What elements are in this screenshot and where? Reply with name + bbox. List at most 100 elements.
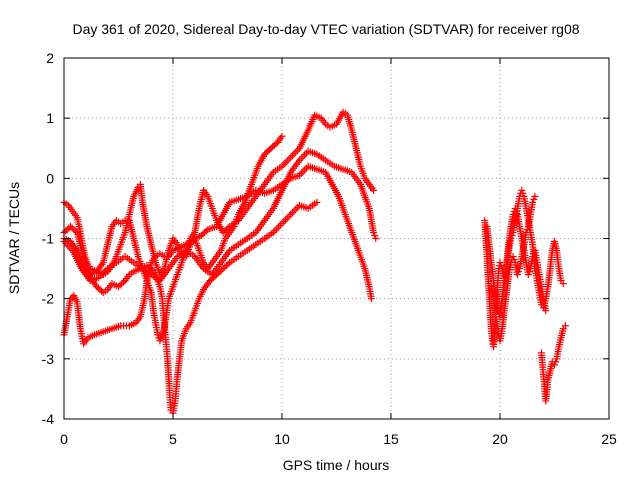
data-point xyxy=(530,195,538,203)
x-tick-label: 25 xyxy=(601,431,617,447)
data-point xyxy=(297,154,305,162)
series-track-7 xyxy=(483,204,550,321)
data-point xyxy=(197,231,205,239)
data-point xyxy=(288,151,296,159)
data-point xyxy=(531,192,539,200)
data-point xyxy=(118,280,126,288)
data-point xyxy=(278,219,286,227)
data-point xyxy=(495,310,503,318)
data-point xyxy=(552,358,560,366)
data-point xyxy=(63,241,71,249)
data-point xyxy=(288,209,296,217)
x-tick-label: 0 xyxy=(60,431,68,447)
y-tick-label: -1 xyxy=(42,231,55,247)
series-track-3 xyxy=(60,198,321,417)
data-point xyxy=(370,228,378,236)
data-point xyxy=(299,168,307,176)
data-point xyxy=(280,218,288,226)
data-point xyxy=(271,227,279,235)
data-point xyxy=(512,207,520,215)
data-point xyxy=(63,225,71,233)
x-tick-label: 5 xyxy=(169,431,177,447)
data-point xyxy=(511,204,519,212)
data-point xyxy=(261,150,269,158)
y-tick-label: 2 xyxy=(46,50,54,66)
data-point xyxy=(273,225,281,233)
x-tick-label: 15 xyxy=(383,431,399,447)
data-point xyxy=(278,132,286,140)
data-point xyxy=(529,198,537,206)
grid xyxy=(64,58,609,419)
data-point xyxy=(302,164,310,172)
data-point xyxy=(269,143,277,151)
data-point xyxy=(292,148,300,156)
data-point xyxy=(276,221,284,229)
data-point xyxy=(270,141,278,149)
series-track-9 xyxy=(537,322,569,405)
data-point xyxy=(509,253,517,261)
y-tick-label: 0 xyxy=(46,170,54,186)
data-point xyxy=(372,235,380,242)
data-point xyxy=(294,203,302,211)
data-point xyxy=(265,146,273,154)
series-track-5 xyxy=(60,147,380,285)
data-point xyxy=(518,186,526,194)
series-track-4 xyxy=(60,108,378,345)
data-point xyxy=(497,262,505,270)
data-point xyxy=(201,228,209,236)
data-point xyxy=(283,214,291,222)
data-point xyxy=(313,198,321,206)
data-point xyxy=(116,281,124,289)
axis-ticks xyxy=(63,57,610,420)
data-point xyxy=(267,144,275,152)
series-track-8 xyxy=(487,192,539,345)
data-point xyxy=(524,271,532,279)
data-point xyxy=(275,223,283,231)
data-point xyxy=(529,253,537,261)
data-point xyxy=(370,186,378,194)
data-point xyxy=(219,265,227,273)
y-axis-label: SDTVAR / TECUs xyxy=(6,182,22,294)
data-point xyxy=(290,150,298,158)
data-point xyxy=(222,262,230,270)
x-tick-labels: 0 5 10 15 20 25 xyxy=(60,431,617,447)
data-point xyxy=(67,222,75,230)
data-point xyxy=(221,227,229,235)
data-point xyxy=(206,277,214,285)
chart-title: Day 361 of 2020, Sidereal Day-to-day VTE… xyxy=(72,21,579,37)
data-point xyxy=(287,210,295,218)
data-point xyxy=(513,271,521,279)
data-point xyxy=(222,225,230,233)
data-point xyxy=(367,295,375,303)
data-point xyxy=(93,283,101,291)
data-point xyxy=(559,280,567,288)
data-point xyxy=(281,159,289,167)
data-point xyxy=(262,149,270,157)
data-point xyxy=(224,224,232,232)
data-point xyxy=(551,361,558,369)
x-axis-label: GPS time / hours xyxy=(283,457,390,473)
data-point xyxy=(202,227,210,235)
x-tick-label: 10 xyxy=(274,431,290,447)
y-tick-label: 1 xyxy=(46,110,54,126)
data-point xyxy=(525,268,533,276)
data-point xyxy=(561,322,569,330)
data-point xyxy=(119,278,127,286)
data-point xyxy=(283,157,291,165)
data-point xyxy=(71,227,79,235)
y-tick-labels: -4 -3 -2 -1 0 1 2 xyxy=(42,50,55,427)
data-point xyxy=(281,216,289,224)
data-point xyxy=(280,160,288,168)
data-point xyxy=(68,224,76,232)
data-point xyxy=(299,153,307,161)
data-point xyxy=(287,153,295,161)
x-tick-label: 20 xyxy=(492,431,508,447)
data-points xyxy=(60,108,569,417)
data-point xyxy=(224,260,232,268)
data-point xyxy=(221,263,229,271)
data-point xyxy=(272,140,280,148)
data-point xyxy=(285,212,293,220)
data-point xyxy=(96,286,104,294)
data-point xyxy=(115,283,122,291)
